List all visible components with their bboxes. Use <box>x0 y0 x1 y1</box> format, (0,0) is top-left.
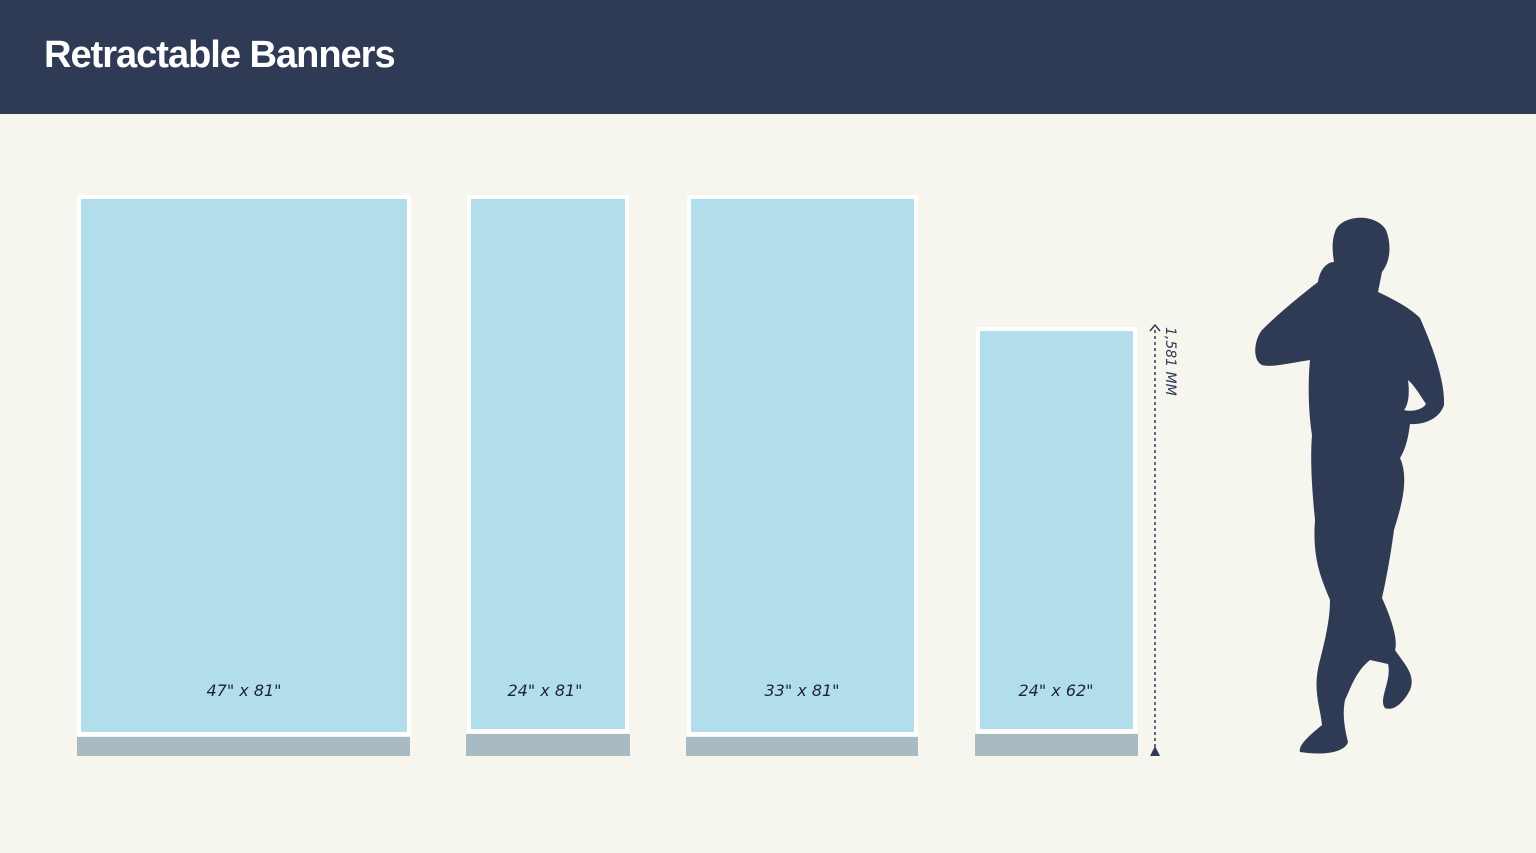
banner-base <box>686 737 918 756</box>
banner-panel <box>976 327 1137 733</box>
banner-panel <box>687 195 918 736</box>
banner-label: 24" x 81" <box>507 681 582 700</box>
banner: 24" x 62" <box>975 327 1138 756</box>
banner-base <box>77 737 410 756</box>
title: Retractable Banners <box>44 34 396 76</box>
dimension-arrow <box>1149 323 1161 332</box>
dimension-arrow <box>1150 746 1160 756</box>
banner-base <box>466 734 630 756</box>
person-silhouette <box>1255 217 1445 754</box>
banner-panel <box>77 195 411 736</box>
banner: 33" x 81" <box>686 195 918 756</box>
banner: 47" x 81" <box>77 195 411 756</box>
banner-base <box>975 734 1138 756</box>
header: Retractable Banners <box>0 0 1536 114</box>
banner-panel <box>467 195 629 733</box>
banner-label: 33" x 81" <box>764 681 839 700</box>
banner-label: 24" x 62" <box>1018 681 1093 700</box>
banner: 24" x 81" <box>466 195 630 756</box>
dimension: 1,581 MM <box>1149 323 1178 756</box>
banner-label: 47" x 81" <box>206 681 281 700</box>
dimension-label: 1,581 MM <box>1162 327 1178 396</box>
